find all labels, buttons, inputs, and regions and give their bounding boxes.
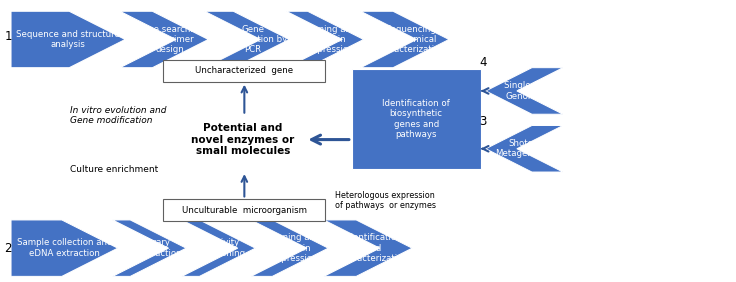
- Text: 1: 1: [4, 30, 12, 43]
- Polygon shape: [120, 11, 208, 68]
- Polygon shape: [486, 68, 563, 114]
- FancyBboxPatch shape: [163, 60, 325, 82]
- Text: Heterologous expression
of pathways  or enzymes: Heterologous expression of pathways or e…: [335, 191, 436, 210]
- Text: Unculturable  microorganism: Unculturable microorganism: [182, 206, 307, 215]
- Polygon shape: [486, 125, 563, 172]
- Text: Identification of
biosynthetic
genes and
pathways: Identification of biosynthetic genes and…: [382, 99, 450, 139]
- Polygon shape: [11, 11, 125, 68]
- Text: Sequencing
Biochemical
characterization: Sequencing Biochemical characterization: [375, 25, 445, 54]
- Text: Gene searching
and primer
design: Gene searching and primer design: [136, 25, 204, 54]
- Text: Cloning and
protein
expression: Cloning and protein expression: [269, 233, 321, 263]
- Polygon shape: [182, 220, 255, 276]
- Text: In vitro evolution and
Gene modification: In vitro evolution and Gene modification: [70, 106, 166, 125]
- Polygon shape: [113, 220, 186, 276]
- Polygon shape: [286, 11, 364, 68]
- Polygon shape: [251, 220, 328, 276]
- Polygon shape: [361, 11, 449, 68]
- Text: 3: 3: [479, 115, 486, 128]
- Text: Potential and
novel enzymes or
small molecules: Potential and novel enzymes or small mol…: [191, 123, 294, 156]
- Polygon shape: [205, 11, 289, 68]
- Text: Culture enrichment: Culture enrichment: [70, 165, 158, 174]
- Text: Shotgun
Metagenomics: Shotgun Metagenomics: [495, 139, 559, 158]
- Text: Sequence and structure
analysis: Sequence and structure analysis: [16, 30, 120, 49]
- Text: Library
construction: Library construction: [128, 239, 182, 258]
- Text: Uncharacterized  gene: Uncharacterized gene: [195, 66, 294, 75]
- Text: Activity
screening: Activity screening: [203, 239, 245, 258]
- Polygon shape: [11, 220, 118, 276]
- Text: Cloning and
protein
expression: Cloning and protein expression: [305, 25, 356, 54]
- Text: Single Cell
Genomics: Single Cell Genomics: [504, 81, 550, 101]
- FancyBboxPatch shape: [163, 199, 325, 221]
- Text: 2: 2: [4, 242, 12, 255]
- Polygon shape: [324, 220, 412, 276]
- Text: Sample collection and
eDNA extraction: Sample collection and eDNA extraction: [17, 239, 112, 258]
- FancyBboxPatch shape: [352, 69, 481, 169]
- Text: Identification
and
characterization: Identification and characterization: [339, 233, 408, 263]
- Text: Gene
amplification by
PCR: Gene amplification by PCR: [218, 25, 287, 54]
- Text: 4: 4: [479, 56, 486, 69]
